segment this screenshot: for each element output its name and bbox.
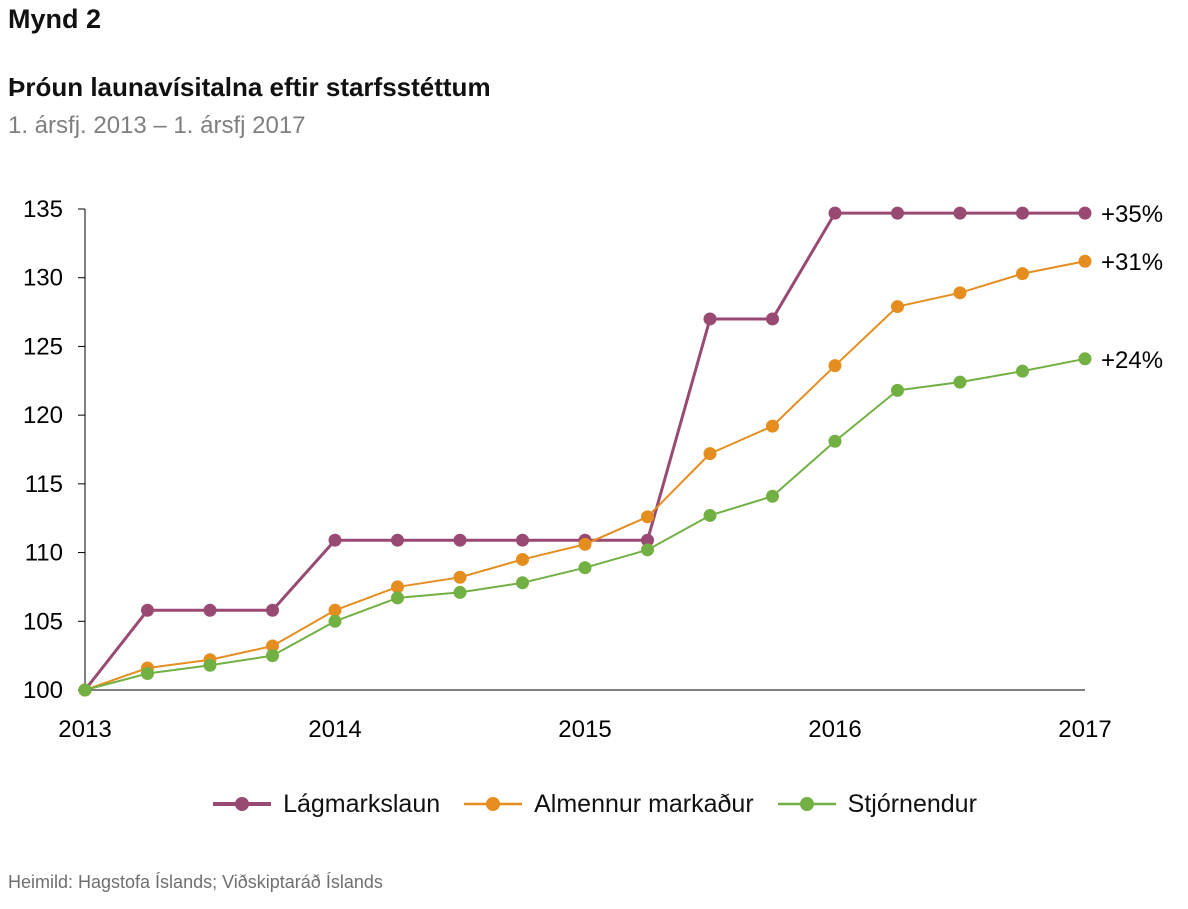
x-tick-label: 2014 (308, 716, 361, 743)
y-tick-label: 115 (25, 471, 63, 498)
data-point (141, 603, 154, 617)
y-tick-label: 135 (23, 196, 63, 223)
x-tick-label: 2015 (558, 716, 611, 743)
x-tick-label: 2017 (1058, 716, 1111, 743)
data-point (703, 508, 717, 522)
data-point (828, 206, 842, 220)
data-point (391, 533, 404, 547)
data-point (203, 603, 217, 617)
data-point (578, 561, 592, 575)
chart-title: Þróun launavísitalna eftir starfsstéttum (8, 72, 491, 102)
data-point (391, 591, 404, 605)
data-point (766, 312, 779, 326)
y-tick-label: 130 (23, 265, 63, 292)
legend-swatch-icon (464, 797, 523, 811)
data-point (953, 375, 967, 389)
legend-item: Stjórnendur (776, 786, 977, 822)
legend-item: Almennur markaður (462, 786, 754, 822)
series-line (84, 357, 1086, 691)
x-tick-label: 2013 (58, 716, 111, 743)
data-point (1016, 267, 1029, 281)
legend-label: Stjórnendur (847, 789, 977, 818)
data-point (1016, 364, 1029, 378)
data-point (1016, 206, 1029, 220)
data-point (1078, 352, 1092, 366)
data-point (328, 533, 342, 547)
data-point (516, 533, 529, 547)
data-point (453, 585, 467, 599)
end-value-label: +24% (1101, 347, 1163, 374)
y-tick-label: 105 (23, 608, 63, 635)
legend-label: Almennur markaður (534, 789, 754, 818)
data-point (516, 576, 529, 590)
data-point (641, 510, 654, 524)
legend-swatch-icon (213, 797, 272, 811)
data-point (266, 649, 279, 663)
data-point (578, 537, 592, 551)
end-value-label: +35% (1101, 201, 1163, 228)
data-point (328, 603, 342, 617)
data-point (891, 206, 904, 220)
data-point (828, 434, 842, 448)
data-point (453, 533, 467, 547)
data-point (953, 286, 967, 300)
end-value-label: +31% (1101, 249, 1163, 276)
x-tick-label: 2016 (808, 716, 861, 743)
data-point (453, 570, 467, 584)
data-point (391, 580, 404, 594)
data-point (891, 383, 904, 397)
chart-subtitle: 1. ársfj. 2013 – 1. ársfj 2017 (8, 112, 306, 139)
y-tick-label: 100 (23, 677, 63, 704)
data-point (953, 206, 967, 220)
y-tick-label: 120 (23, 402, 63, 429)
data-point (828, 359, 842, 373)
data-point (1078, 254, 1092, 268)
data-point (703, 447, 717, 461)
data-point (766, 489, 779, 503)
data-point (266, 603, 279, 617)
line-chart: 100 105 110 115 120 125 130 135 2013 2014 2015 2016… (23, 196, 1163, 743)
data-point (1078, 206, 1092, 220)
source-note: Heimild: Hagstofa Íslands; Viðskiptaráð … (8, 872, 383, 892)
data-point (516, 552, 529, 566)
data-point (141, 667, 154, 681)
figure-label: Mynd 2 (8, 4, 102, 34)
legend-item: Lágmarkslaun (211, 786, 440, 822)
chart-legend: Lágmarkslaun Almennur markaður Stjórnendur (0, 786, 1188, 822)
data-point (266, 639, 279, 653)
data-point (641, 543, 654, 557)
legend-swatch-icon (777, 797, 836, 811)
data-point (203, 658, 217, 672)
data-point (891, 300, 904, 314)
legend-label: Lágmarkslaun (283, 789, 441, 818)
data-point (766, 419, 779, 433)
series-line (83, 211, 1085, 691)
data-point (703, 312, 717, 326)
y-tick-label: 110 (25, 540, 63, 567)
y-tick-label: 125 (23, 333, 63, 360)
data-point (641, 533, 654, 547)
data-point (78, 683, 92, 697)
data-point (328, 614, 342, 628)
series-line (84, 260, 1086, 691)
